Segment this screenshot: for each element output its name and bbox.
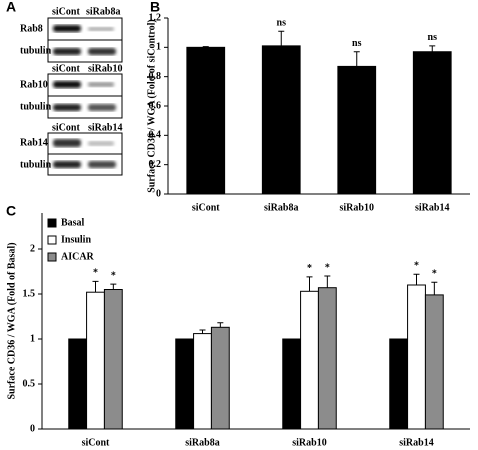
- y-axis-label: Surface CD36 / WGA (Fold of siControl): [146, 19, 157, 193]
- row-label: Rab10: [20, 79, 48, 90]
- y-tick-label: 1.2: [149, 12, 162, 23]
- legend-swatch: [47, 252, 57, 262]
- error-bar: [202, 46, 209, 48]
- bar: [282, 338, 302, 430]
- error-bar: [429, 45, 436, 52]
- bar: [86, 291, 105, 430]
- x-tick-label: siRab10: [292, 437, 326, 448]
- lane-label: siCont: [52, 122, 80, 133]
- x-tick-label: siRab8a: [264, 202, 298, 213]
- lane-label: siRab8a: [86, 6, 120, 17]
- x-tick-label: siRab14: [399, 437, 433, 448]
- annotation: *: [93, 268, 98, 279]
- y-tick-label: 0.2: [149, 159, 162, 170]
- annotation: *: [325, 262, 330, 273]
- y-tick-label: 0.5: [23, 378, 36, 389]
- x-tick-label: siRab8a: [185, 437, 219, 448]
- bar: [317, 287, 337, 430]
- lane-label: siCont: [52, 63, 80, 74]
- y-tick-label: 1.5: [23, 288, 36, 299]
- band: [53, 139, 81, 147]
- legend-label: Insulin: [61, 234, 91, 245]
- panel-label: A: [6, 0, 16, 15]
- legend-swatch: [47, 235, 57, 245]
- annotation: ns: [277, 17, 287, 28]
- band: [88, 82, 114, 87]
- band: [53, 104, 81, 111]
- lane-label: siCont: [52, 6, 80, 17]
- band: [53, 81, 81, 88]
- error-bar: [199, 329, 206, 334]
- x-tick-label: siCont: [82, 437, 110, 448]
- blot-group: siCont siRab8a Rab8 tubulin siCont siRab…: [20, 6, 123, 176]
- error-bar: [278, 30, 285, 46]
- bar: [186, 46, 226, 195]
- panel-label: C: [6, 203, 16, 219]
- error-bar: [306, 276, 313, 292]
- bar: [68, 338, 88, 430]
- annotation: ns: [352, 38, 362, 49]
- x-tick-label: siCont: [192, 202, 220, 213]
- y-tick-label: 1: [30, 333, 35, 344]
- x-tick-label: siRab10: [340, 202, 374, 213]
- band: [88, 141, 114, 146]
- y-tick-label: 1: [156, 42, 161, 53]
- row-label: Rab14: [20, 137, 48, 148]
- lane-label: siRab14: [88, 122, 122, 133]
- bar: [210, 326, 230, 430]
- bar: [389, 338, 409, 430]
- error-bar: [217, 322, 224, 328]
- y-tick-label: 2: [30, 243, 35, 254]
- row-label: tubulin: [20, 101, 52, 112]
- lane-label: siRab10: [88, 63, 122, 74]
- y-tick-label: 0.4: [149, 130, 162, 141]
- annotation: ns: [428, 32, 438, 43]
- band: [88, 27, 114, 31]
- error-bar: [431, 281, 438, 295]
- x-tick-label: siRab14: [415, 202, 449, 213]
- bar: [407, 284, 426, 430]
- y-tick-label: 0.6: [149, 100, 162, 111]
- annotation: *: [111, 270, 116, 281]
- band: [53, 161, 81, 168]
- band: [88, 161, 116, 168]
- error-bar: [413, 273, 420, 285]
- y-axis-label: Surface CD36 / WGA (Fold of Basal): [6, 242, 17, 399]
- annotation: *: [432, 269, 437, 280]
- bar: [337, 65, 377, 195]
- band: [53, 48, 81, 55]
- bar: [300, 290, 319, 430]
- y-tick-label: 0: [30, 423, 35, 434]
- panel-label: B: [150, 0, 160, 15]
- y-tick-label: 0: [156, 188, 161, 199]
- annotation: *: [307, 263, 312, 274]
- band: [88, 48, 116, 55]
- band: [88, 104, 116, 111]
- bar: [412, 51, 452, 195]
- error-bar: [324, 275, 331, 288]
- y-tick-label: 0.8: [149, 71, 162, 82]
- legend-swatch: [47, 218, 57, 228]
- bar: [261, 45, 301, 195]
- legend-label: AICAR: [61, 251, 95, 262]
- error-bar: [110, 283, 117, 290]
- row-label: Rab8: [20, 23, 43, 34]
- bar: [175, 338, 195, 430]
- row-label: tubulin: [20, 159, 52, 170]
- bar: [424, 294, 444, 430]
- band: [53, 25, 81, 32]
- error-bar: [353, 51, 360, 67]
- error-bar: [92, 280, 99, 293]
- bar: [103, 289, 123, 430]
- row-label: tubulin: [20, 45, 52, 56]
- legend-label: Basal: [61, 217, 85, 228]
- bar: [193, 333, 212, 430]
- annotation: *: [414, 260, 419, 271]
